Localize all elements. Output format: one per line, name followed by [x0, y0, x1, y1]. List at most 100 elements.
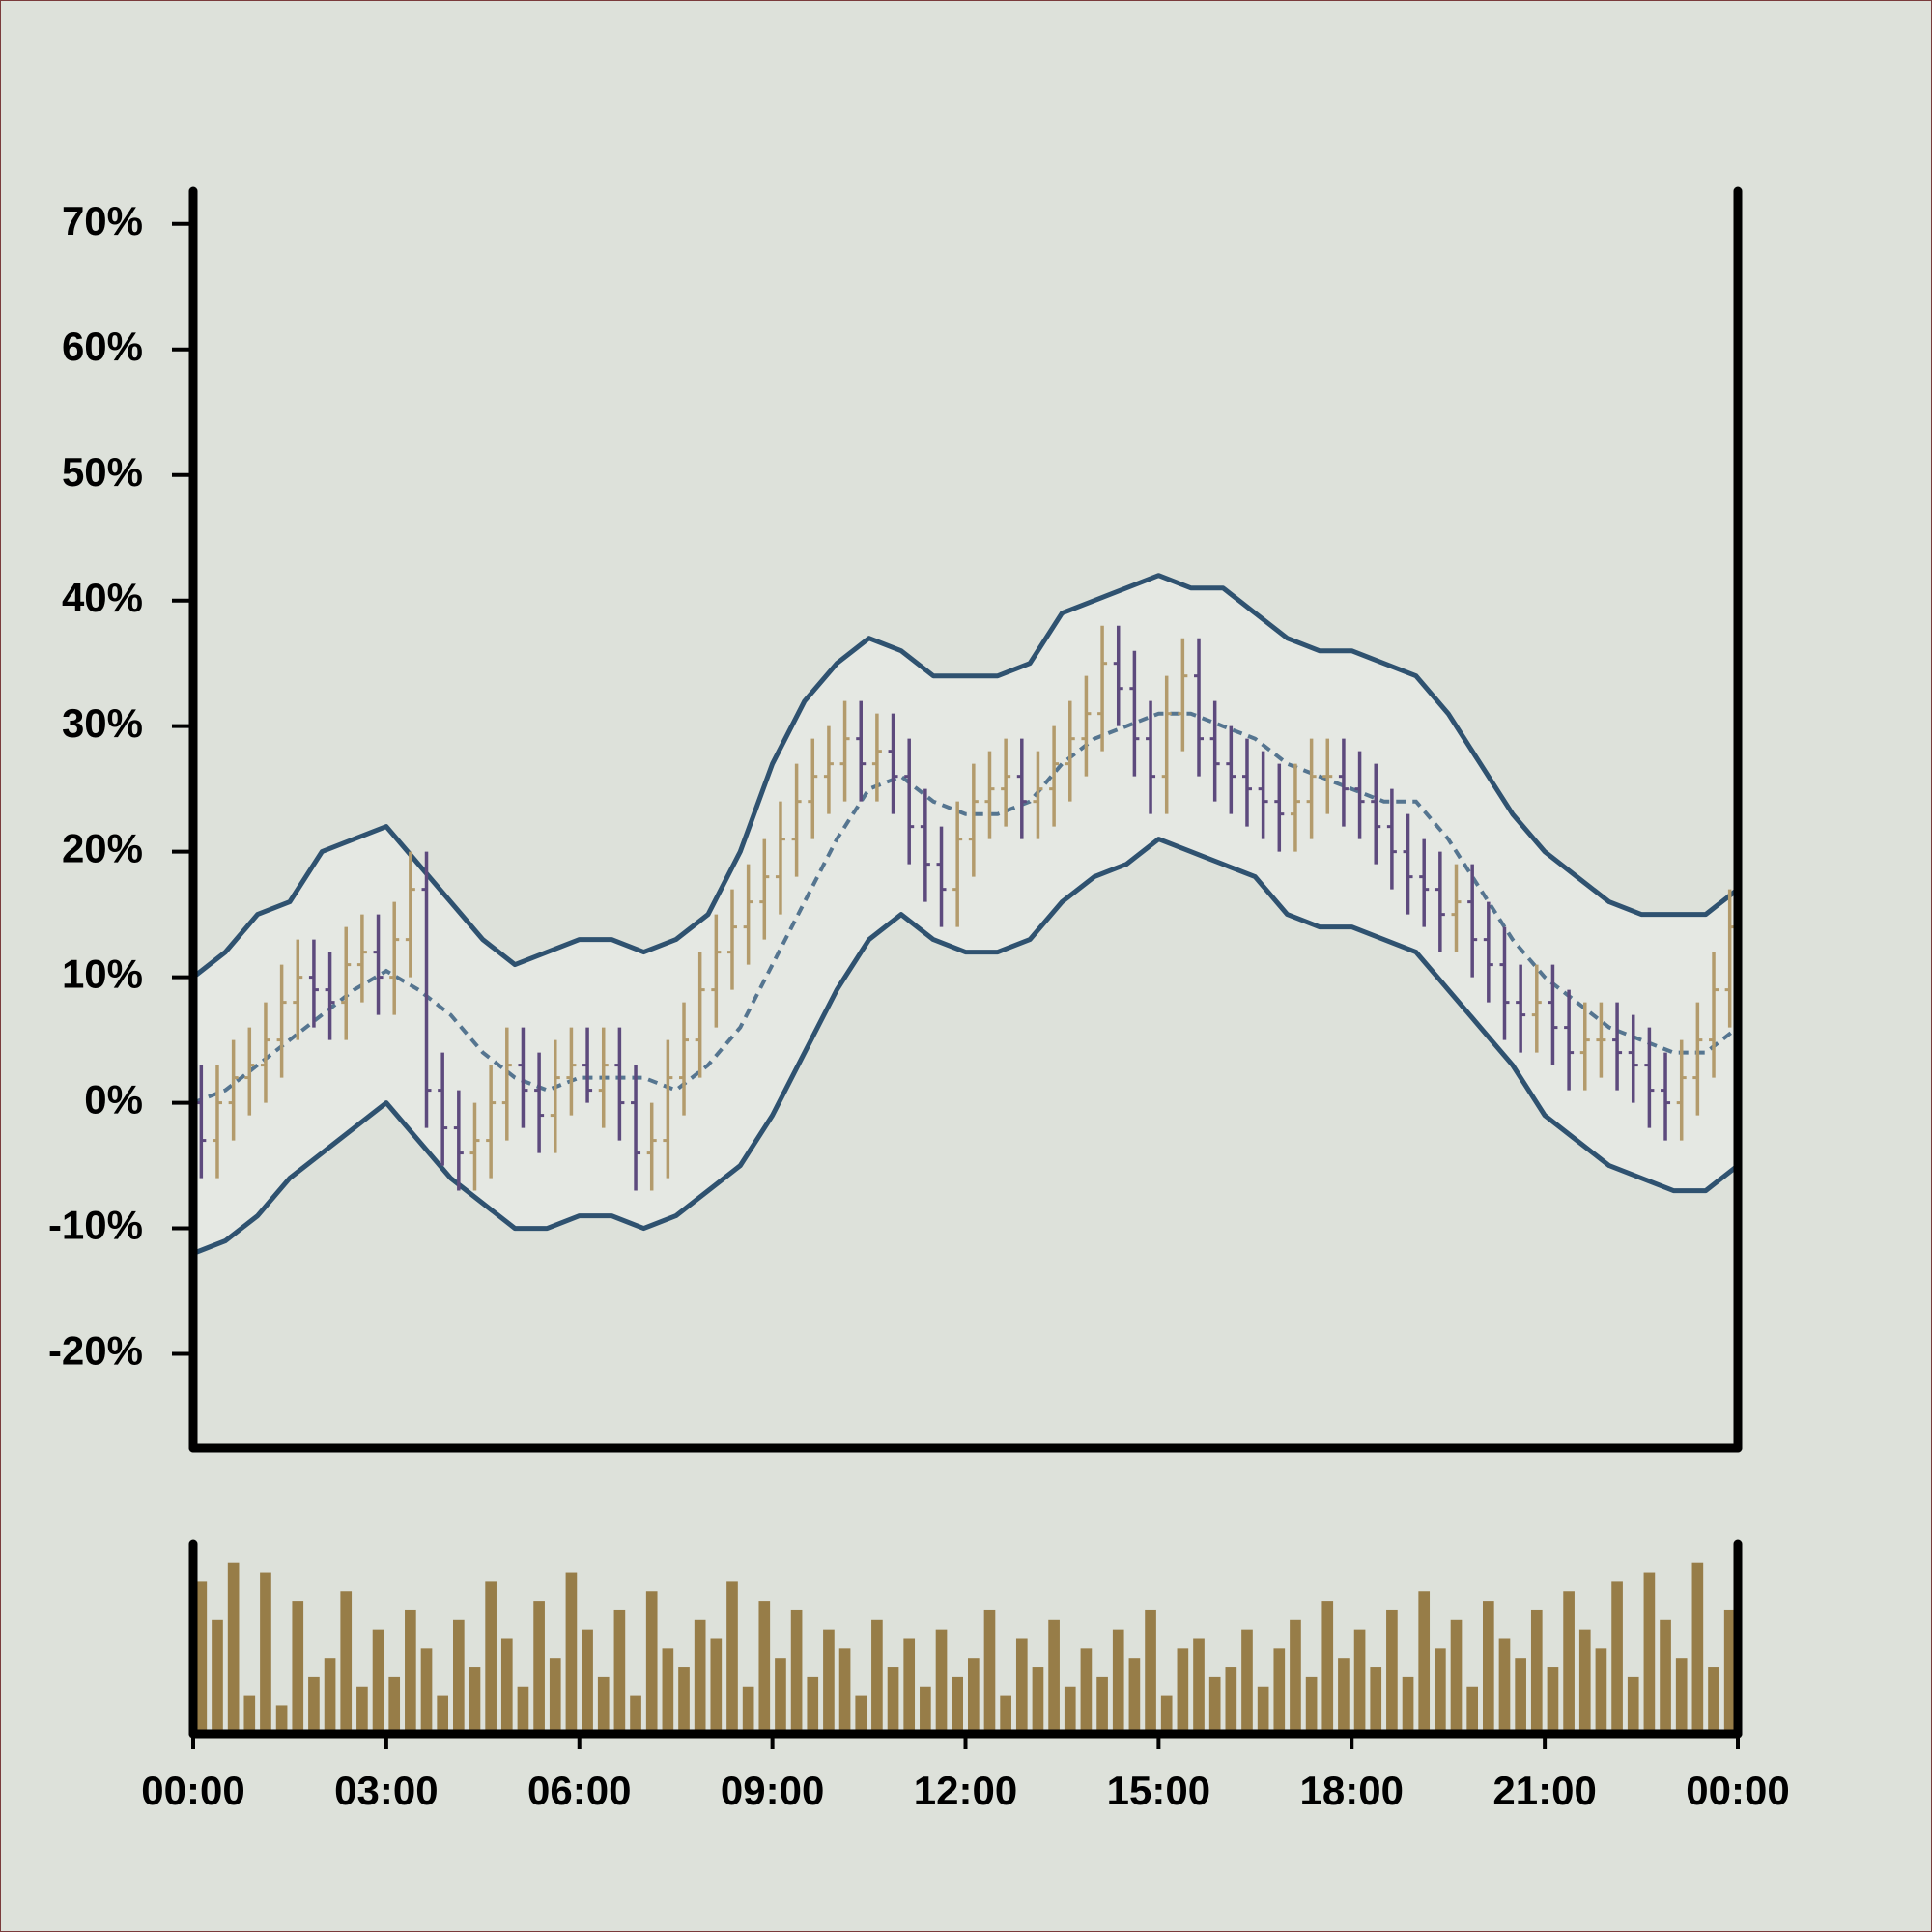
volume-bar [1435, 1648, 1446, 1734]
volume-bar [1643, 1572, 1656, 1734]
volume-bar [549, 1658, 561, 1734]
volume-bar [1080, 1648, 1093, 1734]
volume-bar [935, 1629, 948, 1734]
volume-bar [1353, 1629, 1366, 1734]
volume-bar [1321, 1601, 1334, 1734]
volume-bar [1208, 1676, 1221, 1734]
band-middle [192, 711, 1740, 1105]
y-tick-label: 60% [62, 324, 143, 369]
volume-bar [1450, 1619, 1463, 1734]
volume-bar [1193, 1638, 1205, 1734]
volume-bar [1418, 1591, 1431, 1734]
y-tick-label: 70% [62, 198, 143, 243]
volume-bar [838, 1648, 851, 1734]
volume-bar [823, 1629, 835, 1734]
volume-bar [920, 1686, 931, 1734]
volume-bar [372, 1629, 384, 1734]
volume-bar [887, 1667, 899, 1734]
y-tick-label: 0% [84, 1077, 143, 1122]
volume-bar [1128, 1658, 1141, 1734]
y-tick-label: 40% [62, 575, 143, 620]
y-tick-label: 20% [62, 826, 143, 871]
volume-bar [452, 1619, 465, 1734]
volume-bar [1370, 1667, 1382, 1734]
volume-bar [758, 1601, 771, 1734]
volume-bar [1723, 1609, 1736, 1734]
x-tick-label: 18:00 [1300, 1768, 1404, 1813]
x-tick-label: 06:00 [527, 1768, 631, 1813]
y-tick-label: 10% [62, 952, 143, 997]
volume-bar [324, 1658, 336, 1734]
volume-bar [952, 1676, 964, 1734]
volume-bar [195, 1581, 208, 1734]
volume-bar [597, 1676, 610, 1734]
x-tick-label: 21:00 [1492, 1768, 1596, 1813]
volume-bar [388, 1676, 401, 1734]
volume-bar [1273, 1648, 1286, 1734]
volume-bar [807, 1676, 819, 1734]
volume-bar [1048, 1619, 1060, 1734]
volume-bar [1466, 1686, 1479, 1734]
volume-bar [292, 1601, 304, 1734]
volume-bar [662, 1648, 674, 1734]
volume-bar [500, 1638, 513, 1734]
volume-bar [1563, 1591, 1575, 1734]
volume-bar [871, 1619, 883, 1734]
volume-bar [1530, 1609, 1543, 1734]
volume-bar [1547, 1667, 1559, 1734]
volume-bar [1595, 1648, 1607, 1734]
volume-bar [1241, 1629, 1253, 1734]
volume-bar [790, 1609, 803, 1734]
volume-bar [1482, 1601, 1494, 1734]
x-tick-label: 00:00 [1686, 1768, 1789, 1813]
volume-bar [565, 1572, 578, 1734]
volume-bar [613, 1609, 626, 1734]
volume-bar [1627, 1676, 1639, 1734]
y-tick-label: -20% [48, 1328, 143, 1374]
volume-bar [1257, 1686, 1269, 1734]
volume-bar [1015, 1638, 1028, 1734]
volume-bar [983, 1609, 996, 1734]
volume-bar [775, 1658, 786, 1734]
volume-bar [437, 1695, 449, 1734]
x-tick-label: 03:00 [334, 1768, 438, 1813]
volume-bar [1675, 1658, 1688, 1734]
volume-bar [1498, 1638, 1511, 1734]
x-tick-label: 15:00 [1107, 1768, 1210, 1813]
volume-bar [678, 1667, 690, 1734]
volume-bar [1096, 1676, 1108, 1734]
volume-bar [212, 1619, 223, 1734]
volume-bar [1691, 1562, 1704, 1734]
volume-bar [1032, 1667, 1044, 1734]
volume-bar [645, 1591, 658, 1734]
y-tick-label: -10% [48, 1203, 143, 1248]
volume-bar [1402, 1676, 1414, 1734]
volume-bar [1112, 1629, 1124, 1734]
volume-bar [855, 1695, 867, 1734]
volume-bar [420, 1648, 433, 1734]
x-tick-label: 00:00 [141, 1768, 244, 1813]
volume-bar [710, 1638, 723, 1734]
volume-bar [275, 1705, 288, 1734]
volume-bar [630, 1695, 641, 1734]
y-tick-label: 50% [62, 449, 143, 495]
volume-bar [1660, 1619, 1671, 1734]
volume-bar [517, 1686, 529, 1734]
volume-bar [1064, 1686, 1076, 1734]
volume-bar [1225, 1667, 1237, 1734]
volume-bar [1386, 1609, 1398, 1734]
volume-bar [1000, 1695, 1011, 1734]
volume-bar [1515, 1658, 1526, 1734]
volume-bar [1338, 1658, 1350, 1734]
volume-bar [243, 1695, 256, 1734]
volume-bar [1290, 1619, 1301, 1734]
volume-bar [742, 1686, 754, 1734]
volume-bar [1177, 1648, 1189, 1734]
volume-bar [967, 1658, 980, 1734]
band-fill [193, 575, 1738, 1254]
volume-bar [694, 1619, 706, 1734]
volume-bar [308, 1676, 320, 1734]
band-upper [191, 573, 1740, 980]
volume-bar [405, 1609, 416, 1734]
